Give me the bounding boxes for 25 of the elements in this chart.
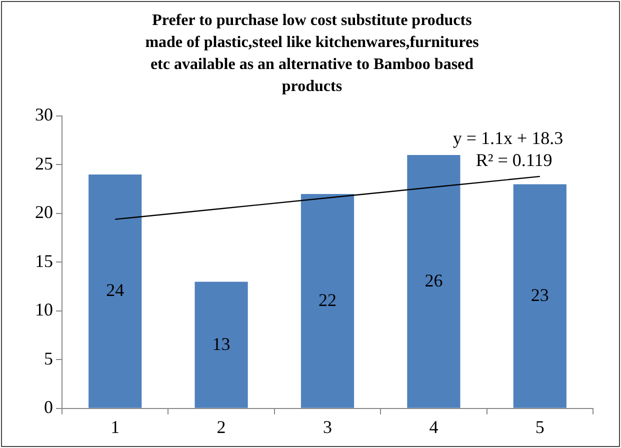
data-label: 24	[106, 280, 124, 300]
data-label: 22	[318, 290, 336, 310]
bar	[407, 154, 460, 408]
bar	[88, 174, 142, 408]
annotation: y = 1.1x + 18.3	[452, 128, 564, 148]
y-tick-label: 5	[44, 348, 53, 368]
data-label: 13	[212, 334, 230, 354]
y-tick-label: 25	[35, 153, 53, 174]
y-tick-label: 20	[35, 202, 53, 222]
x-tick-label: 2	[216, 416, 226, 437]
y-tick-label: 15	[35, 250, 53, 271]
y-tick-label: 0	[44, 397, 53, 418]
y-tick-label: 30	[35, 104, 53, 125]
x-tick-label: 4	[429, 416, 438, 437]
x-tick-label: 5	[535, 416, 544, 437]
bar	[194, 282, 248, 408]
x-tick-label: 3	[323, 416, 332, 437]
annotation: R² = 0.119	[476, 150, 552, 170]
data-label: 26	[424, 270, 443, 290]
bar	[300, 194, 354, 408]
data-label: 23	[530, 285, 549, 306]
chart-title: Prefer to purchase low cost substitute products made of plastic,steel like kitchenwares,furnitures etc available as an alternative to Bamboo based products	[144, 11, 480, 97]
bar	[513, 184, 566, 408]
y-tick-label: 10	[35, 300, 53, 320]
x-tick-label: 1	[110, 416, 120, 437]
